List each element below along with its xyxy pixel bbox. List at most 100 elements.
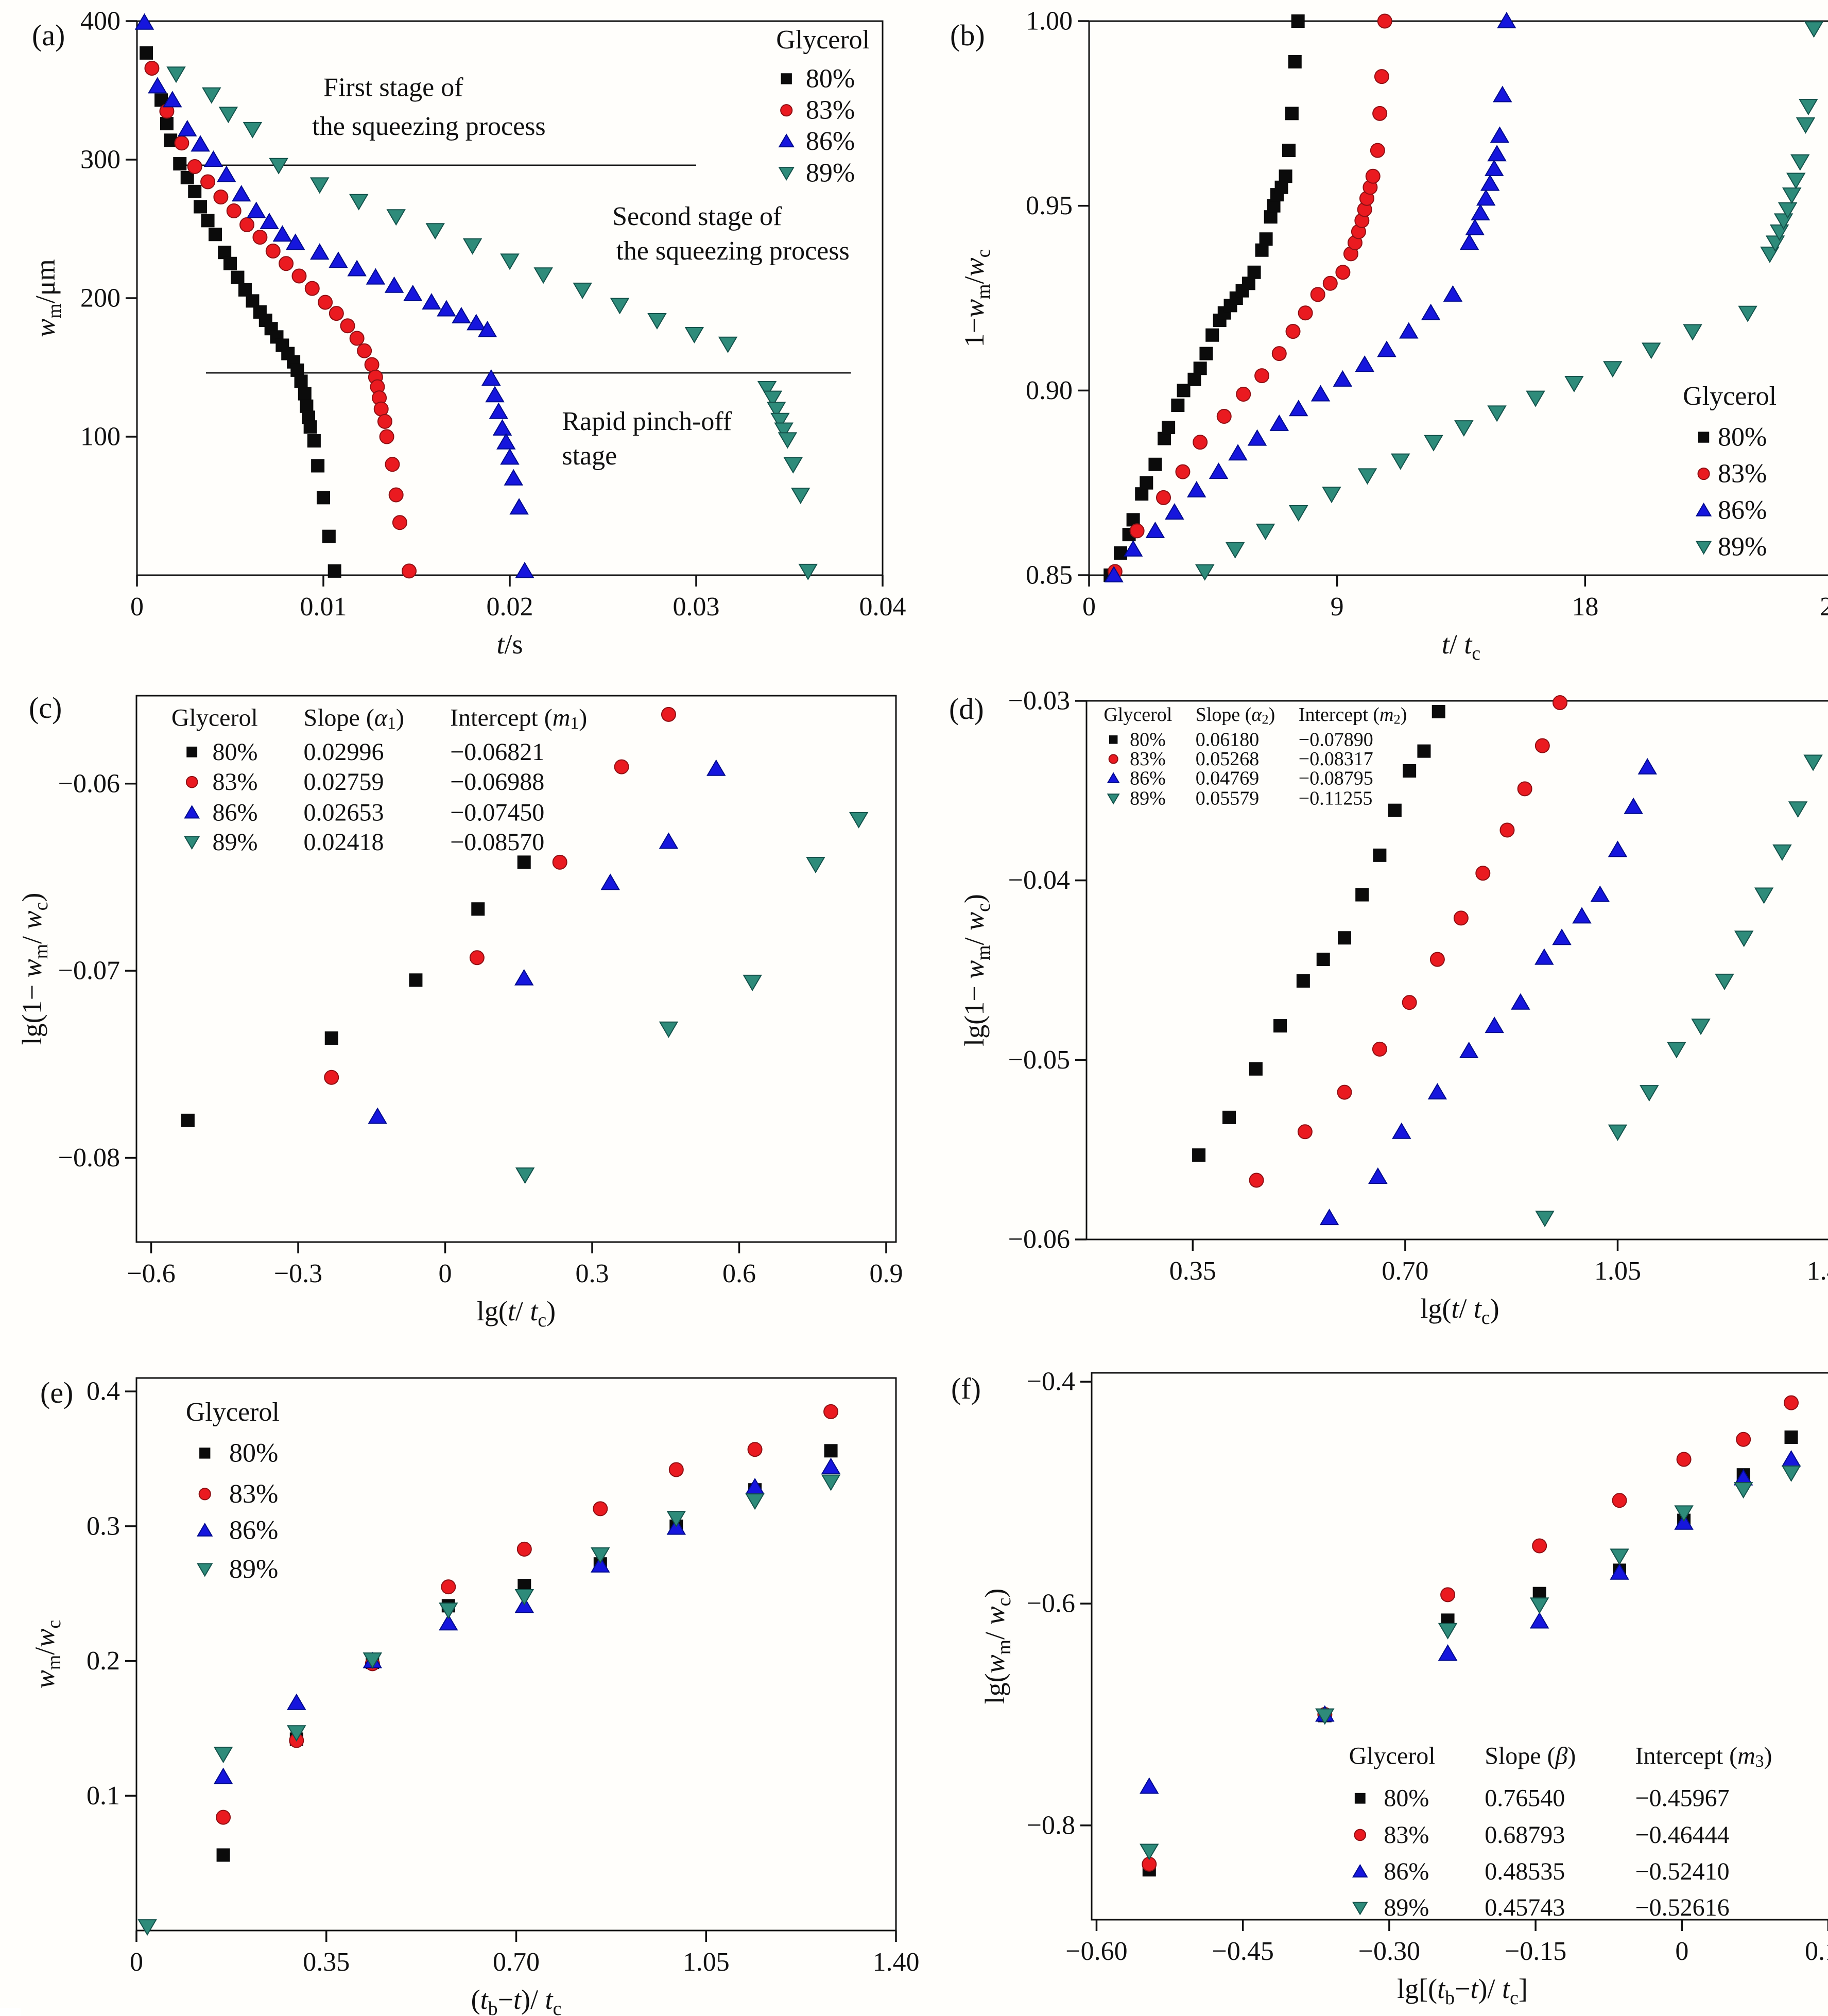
chart-a: 0 0.01 0.02 0.03 0.04 100 200 300 400 t/s wm/μm (a)… [21, 8, 935, 678]
svg-text:0.4: 0.4 [87, 1377, 120, 1406]
svg-text:−0.45967: −0.45967 [1635, 1785, 1730, 1812]
svg-text:89%: 89% [1130, 787, 1166, 809]
svg-text:Slope (α2): Slope (α2) [1196, 704, 1275, 727]
svg-text:80%: 80% [213, 738, 258, 766]
svg-text:0.02759: 0.02759 [304, 768, 384, 796]
svg-text:0.02996: 0.02996 [304, 738, 384, 766]
svg-text:Glycerol: Glycerol [1683, 382, 1777, 411]
svg-text:t/s: t/s [496, 629, 523, 660]
svg-text:−0.07450: −0.07450 [450, 799, 544, 826]
svg-text:89%: 89% [1718, 532, 1767, 562]
svg-text:0.03: 0.03 [673, 592, 720, 622]
svg-text:−0.06821: −0.06821 [450, 738, 544, 766]
svg-text:18: 18 [1572, 592, 1598, 622]
svg-text:0.85: 0.85 [1026, 561, 1073, 590]
svg-text:−0.8: −0.8 [1027, 1811, 1075, 1840]
svg-text:80%: 80% [1384, 1785, 1429, 1812]
chart-c: −0.6 −0.3 0 0.3 0.6 0.9 −0.06 −0.07 −0.08 lg(t/ t… [21, 678, 935, 1347]
svg-text:0.06180: 0.06180 [1196, 729, 1260, 750]
svg-text:the squeezing process: the squeezing process [312, 112, 545, 141]
svg-text:wm/μm: wm/μm [30, 259, 65, 337]
svg-text:0: 0 [1082, 592, 1096, 622]
svg-text:−0.04: −0.04 [1008, 866, 1070, 895]
svg-text:(f): (f) [951, 1372, 981, 1405]
svg-text:Glycerol: Glycerol [171, 704, 258, 731]
svg-text:1.00: 1.00 [1026, 8, 1073, 36]
svg-text:1−wm/wc: 1−wm/wc [959, 249, 994, 348]
svg-text:80%: 80% [229, 1438, 278, 1468]
svg-text:Glycerol: Glycerol [1349, 1742, 1436, 1769]
svg-text:First stage of: First stage of [323, 73, 463, 102]
svg-text:(tb−t)/ tc: (tb−t)/ tc [471, 1984, 562, 2016]
svg-text:0.02418: 0.02418 [304, 829, 384, 856]
svg-text:0: 0 [130, 592, 144, 622]
svg-text:0.70: 0.70 [1382, 1256, 1428, 1286]
svg-text:0.9: 0.9 [869, 1259, 903, 1288]
chart-e: 0 0.35 0.70 1.05 1.40 0.1 0.2 0.3 0.4 (tb−t)/ tc w… [21, 1347, 935, 2016]
svg-text:0: 0 [130, 1948, 143, 1977]
svg-text:(b): (b) [950, 19, 985, 52]
svg-text:Intercept (m3): Intercept (m3) [1635, 1742, 1772, 1771]
svg-text:lg(wm/ wc): lg(wm/ wc) [979, 1589, 1015, 1704]
svg-text:0.2: 0.2 [87, 1646, 120, 1676]
svg-text:−0.06: −0.06 [58, 769, 120, 798]
svg-text:89%: 89% [806, 158, 855, 187]
svg-text:27: 27 [1820, 592, 1828, 622]
svg-text:0: 0 [439, 1259, 452, 1288]
svg-text:89%: 89% [229, 1555, 278, 1584]
svg-text:t/ tc: t/ tc [1442, 629, 1480, 664]
svg-text:−0.07890: −0.07890 [1299, 729, 1373, 750]
svg-text:lg[(tb−t)/ tc]: lg[(tb−t)/ tc] [1397, 1973, 1528, 2009]
svg-text:86%: 86% [1130, 768, 1166, 789]
svg-text:−0.06988: −0.06988 [450, 768, 544, 796]
svg-text:83%: 83% [1130, 748, 1166, 770]
svg-text:0.48535: 0.48535 [1485, 1858, 1565, 1885]
svg-text:wm/wc: wm/wc [29, 1620, 65, 1688]
svg-text:(d): (d) [949, 692, 984, 726]
svg-text:−0.30: −0.30 [1358, 1937, 1420, 1966]
svg-text:83%: 83% [1384, 1821, 1429, 1849]
svg-text:0.04769: 0.04769 [1196, 768, 1260, 789]
svg-text:80%: 80% [1718, 423, 1767, 452]
svg-text:−0.15: −0.15 [1505, 1937, 1566, 1966]
svg-text:0.3: 0.3 [87, 1511, 120, 1541]
svg-text:Glycerol: Glycerol [1103, 704, 1172, 726]
svg-text:0.1: 0.1 [87, 1781, 120, 1811]
svg-text:1.40: 1.40 [1807, 1256, 1828, 1286]
svg-text:0.02: 0.02 [487, 592, 533, 622]
svg-text:Rapid pinch-off: Rapid pinch-off [562, 407, 732, 436]
svg-text:(a): (a) [32, 19, 65, 52]
svg-text:0.45743: 0.45743 [1485, 1894, 1565, 1921]
svg-text:400: 400 [80, 8, 120, 36]
svg-text:lg(t/ tc): lg(t/ tc) [1420, 1293, 1499, 1329]
svg-text:86%: 86% [806, 127, 855, 156]
svg-text:Intercept (m2): Intercept (m2) [1299, 704, 1407, 727]
panel-f: −0.60 −0.45 −0.30 −0.15 0 0.15 −0.4 −0.6 −0.8 lg[… [935, 1347, 1828, 2016]
svg-text:the squeezing process: the squeezing process [616, 236, 849, 266]
svg-text:Glycerol: Glycerol [776, 25, 870, 55]
svg-text:0.76540: 0.76540 [1485, 1785, 1565, 1812]
svg-text:1.40: 1.40 [873, 1948, 920, 1977]
svg-text:Second stage of: Second stage of [612, 202, 782, 231]
svg-text:−0.3: −0.3 [274, 1259, 322, 1288]
svg-text:−0.07: −0.07 [58, 956, 120, 986]
svg-text:Slope (α1): Slope (α1) [304, 704, 404, 733]
svg-text:9: 9 [1331, 592, 1344, 622]
svg-text:0.6: 0.6 [722, 1259, 756, 1288]
svg-text:89%: 89% [1384, 1894, 1429, 1921]
svg-text:−0.08795: −0.08795 [1299, 768, 1373, 789]
svg-text:−0.4: −0.4 [1027, 1367, 1075, 1397]
svg-text:0.35: 0.35 [303, 1948, 350, 1977]
svg-text:−0.52616: −0.52616 [1635, 1894, 1730, 1921]
svg-text:86%: 86% [1718, 496, 1767, 525]
svg-text:stage: stage [562, 441, 617, 471]
svg-text:0: 0 [1675, 1937, 1688, 1966]
svg-text:−0.52410: −0.52410 [1635, 1858, 1730, 1885]
panel-a: 0 0.01 0.02 0.03 0.04 100 200 300 400 t/s wm/μm (a)… [21, 8, 935, 678]
svg-text:−0.03: −0.03 [1008, 686, 1070, 716]
svg-text:200: 200 [80, 284, 120, 313]
chart-d: 0.35 0.70 1.05 1.40 −0.03 −0.04 −0.05 −0.06 lg(t… [935, 678, 1828, 1347]
svg-text:0.05579: 0.05579 [1196, 787, 1260, 809]
svg-text:0.01: 0.01 [300, 592, 347, 622]
